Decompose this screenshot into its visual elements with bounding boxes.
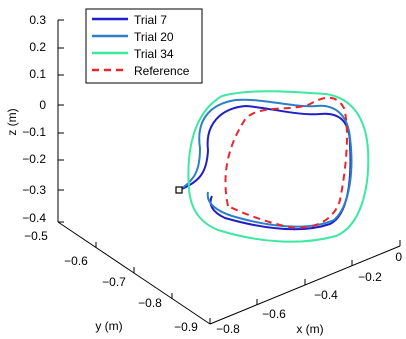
x-tick-label: 0: [395, 250, 402, 264]
z-tick-labels: 0.3 0.2 0.1 0 −0.1 −0.2 −0.3 −0.4: [22, 13, 46, 225]
series-layer: [178, 90, 370, 243]
series-line-trial-34: [187, 90, 370, 243]
series-line-trial-7: [178, 104, 352, 231]
series-line-trial-20: [178, 98, 353, 228]
y-tick-label: −0.8: [138, 296, 162, 310]
tick-marks: [57, 19, 401, 324]
y-tick-label: −0.5: [24, 229, 48, 243]
z-tick-label: −0.2: [22, 152, 46, 166]
legend: Trial 7 Trial 20 Trial 34 Reference: [85, 8, 203, 84]
z-axis-label: z (m): [5, 108, 19, 135]
z-tick-label: 0.2: [29, 40, 46, 54]
x-tick-label: −0.8: [216, 322, 240, 336]
z-tick-label: −0.1: [22, 125, 46, 139]
legend-label-trial-7: Trial 7: [134, 13, 167, 27]
y-tick-labels: −0.5 −0.6 −0.7 −0.8 −0.9: [24, 229, 198, 334]
start-marker: [175, 186, 183, 194]
series-line-reference: [224, 96, 348, 229]
z-tick-label: 0.1: [29, 67, 46, 81]
y-tick-label: −0.7: [102, 275, 126, 289]
x-tick-label: −0.6: [262, 307, 286, 321]
y-tick-label: −0.9: [174, 320, 198, 334]
x-tick-label: −0.4: [314, 288, 338, 302]
x-tick-labels: 0 −0.2 −0.4 −0.6 −0.8: [216, 250, 402, 336]
x-axis-label: x (m): [296, 322, 323, 336]
z-tick-label: −0.3: [22, 183, 46, 197]
z-tick-label: 0.3: [29, 13, 46, 27]
y-axis-label: y (m): [95, 319, 122, 333]
z-tick-label: −0.4: [22, 211, 46, 225]
z-tick-label: 0: [39, 98, 46, 112]
legend-label-reference: Reference: [134, 64, 190, 78]
legend-label-trial-20: Trial 20: [134, 30, 174, 44]
y-tick-label: −0.6: [64, 254, 88, 268]
legend-label-trial-34: Trial 34: [134, 47, 174, 61]
x-tick-label: −0.2: [358, 270, 382, 284]
